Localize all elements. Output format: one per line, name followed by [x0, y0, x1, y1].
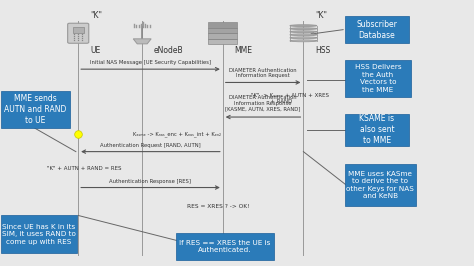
Text: HSS Delivers
the Auth
Vectors to
the MME: HSS Delivers the Auth Vectors to the MME — [355, 64, 401, 93]
Ellipse shape — [290, 28, 317, 30]
Text: Initial NAS Message [UE Security Capabilities]: Initial NAS Message [UE Security Capabil… — [90, 60, 211, 65]
Ellipse shape — [290, 37, 317, 39]
Ellipse shape — [290, 40, 317, 42]
Text: "K": "K" — [90, 11, 102, 20]
FancyBboxPatch shape — [209, 28, 237, 33]
Text: HSS: HSS — [315, 46, 330, 55]
Text: MME uses KASme
to derive the to
other Keys for NAS
and KeNB: MME uses KASme to derive the to other Ke… — [346, 171, 414, 199]
Text: Subscriber
Database: Subscriber Database — [356, 20, 397, 40]
Text: Since UE has K in its
SIM, it uses RAND to
come up with RES: Since UE has K in its SIM, it uses RAND … — [2, 224, 76, 244]
Text: "K": "K" — [315, 11, 327, 20]
Ellipse shape — [290, 31, 317, 33]
Ellipse shape — [290, 25, 317, 27]
Text: MME sends
AUTN and RAND
to UE: MME sends AUTN and RAND to UE — [4, 94, 67, 125]
FancyBboxPatch shape — [345, 164, 416, 206]
Text: DIAMETER Authentication
Information Request: DIAMETER Authentication Information Requ… — [229, 68, 297, 78]
Text: Authentication Request [RAND, AUTN]: Authentication Request [RAND, AUTN] — [100, 143, 201, 148]
Text: "K" -> Kₐₛₘₑ + AUTN + XRES
           + RAND: "K" -> Kₐₛₘₑ + AUTN + XRES + RAND — [251, 93, 329, 104]
FancyBboxPatch shape — [1, 215, 77, 253]
Text: eNodeB: eNodeB — [154, 46, 184, 55]
Text: KSAME is
also sent
to MME: KSAME is also sent to MME — [359, 114, 394, 145]
FancyBboxPatch shape — [68, 23, 89, 43]
FancyBboxPatch shape — [345, 16, 409, 43]
Text: UE: UE — [90, 46, 100, 55]
FancyBboxPatch shape — [176, 233, 274, 260]
Text: If RES == XRES the UE is
Authenticated.: If RES == XRES the UE is Authenticated. — [180, 240, 271, 253]
FancyBboxPatch shape — [73, 27, 84, 33]
FancyBboxPatch shape — [1, 91, 70, 128]
Text: MME: MME — [235, 46, 253, 55]
Polygon shape — [133, 39, 151, 44]
Text: "K" + AUTN + RAND = RES: "K" + AUTN + RAND = RES — [47, 166, 122, 171]
FancyBboxPatch shape — [209, 33, 237, 39]
Text: Kₐₛₘₑ -> Kₙₐₛ_enc + Kₙₐₛ_int + Kₑₙ₂: Kₐₛₘₑ -> Kₙₐₛ_enc + Kₙₐₛ_int + Kₑₙ₂ — [133, 131, 221, 137]
Text: DIAMETER Authentication
Information Response
[KASME, AUTN, XRES, RAND]: DIAMETER Authentication Information Resp… — [225, 95, 301, 112]
Text: Authentication Response [RES]: Authentication Response [RES] — [109, 179, 191, 184]
FancyBboxPatch shape — [345, 114, 409, 146]
Ellipse shape — [290, 34, 317, 36]
FancyBboxPatch shape — [209, 22, 237, 28]
FancyBboxPatch shape — [209, 39, 237, 44]
Text: RES = XRES ? -> OK!: RES = XRES ? -> OK! — [187, 205, 250, 209]
FancyBboxPatch shape — [345, 60, 411, 97]
